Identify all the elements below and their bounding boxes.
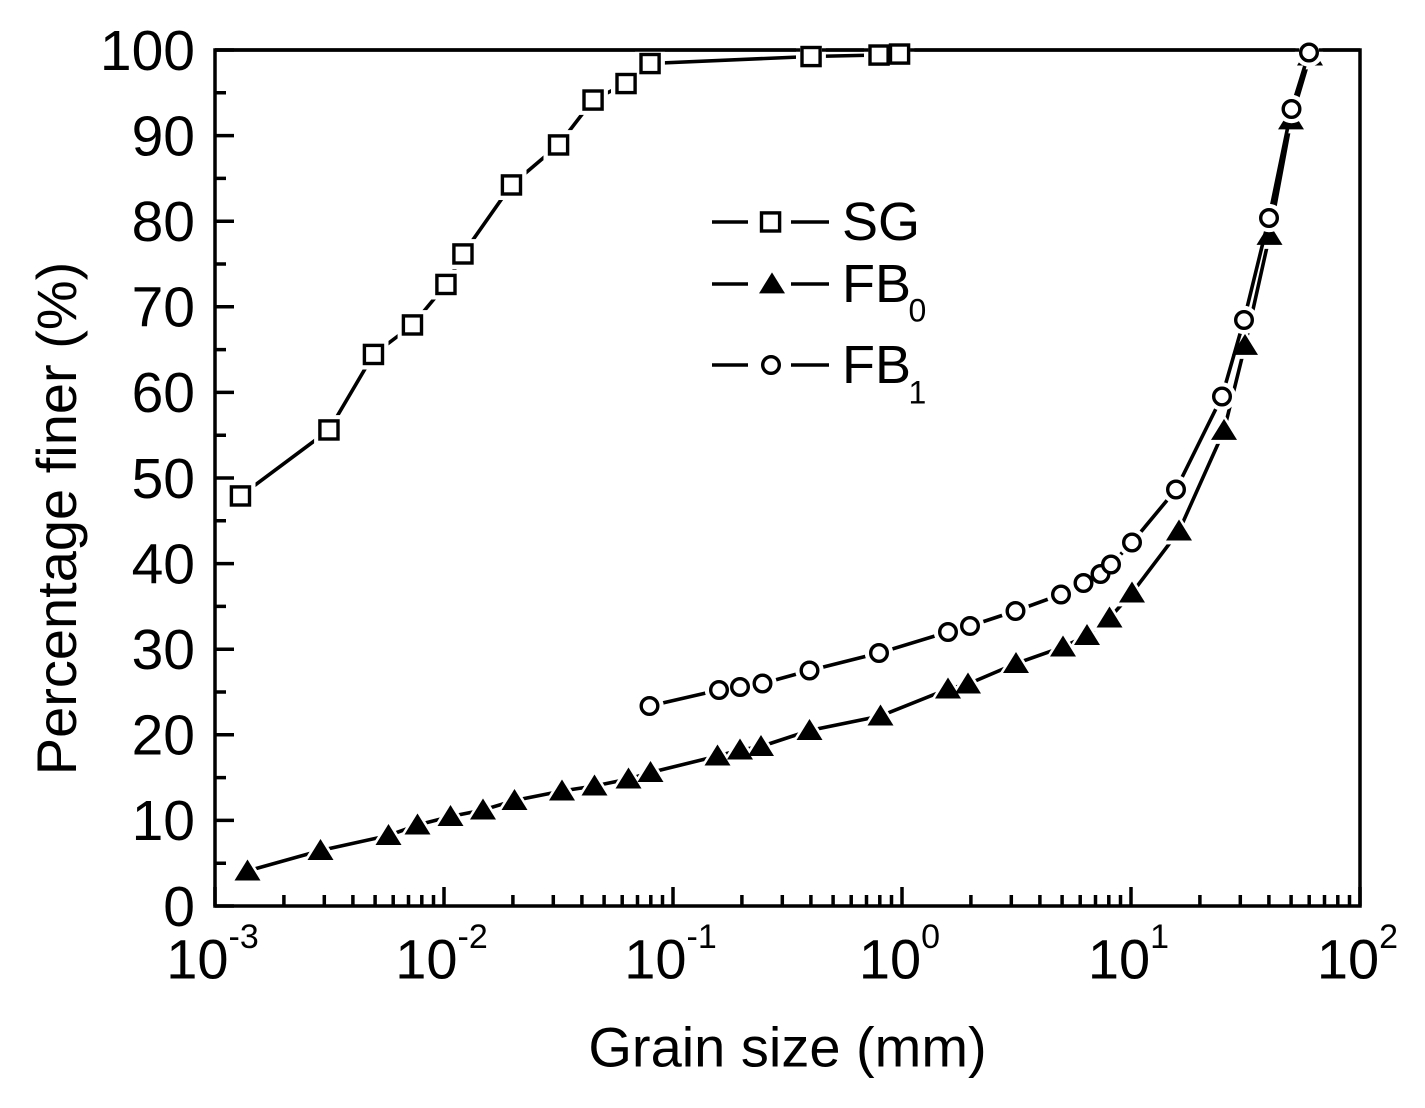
svg-text:90: 90 [132, 104, 195, 168]
svg-text:10: 10 [1088, 928, 1150, 991]
svg-text:10: 10 [132, 789, 195, 853]
svg-text:-1: -1 [687, 918, 717, 956]
svg-text:1: 1 [909, 375, 927, 411]
svg-text:10: 10 [166, 928, 228, 991]
svg-text:-2: -2 [458, 918, 488, 956]
svg-text:0: 0 [163, 875, 195, 939]
svg-text:-3: -3 [229, 918, 259, 956]
svg-text:80: 80 [132, 190, 195, 254]
svg-text:30: 30 [132, 618, 195, 682]
svg-text:10: 10 [395, 928, 457, 991]
svg-text:SG: SG [842, 192, 920, 252]
svg-text:Percentage finer (%): Percentage finer (%) [25, 262, 88, 776]
svg-text:1: 1 [1150, 918, 1169, 956]
svg-text:10: 10 [1317, 928, 1379, 991]
svg-text:Grain size (mm): Grain size (mm) [588, 1016, 986, 1079]
svg-text:40: 40 [132, 532, 195, 596]
svg-text:60: 60 [132, 361, 195, 425]
svg-text:2: 2 [1379, 918, 1398, 956]
svg-text:20: 20 [132, 704, 195, 768]
svg-text:FB: FB [842, 254, 911, 314]
svg-text:10: 10 [859, 928, 921, 991]
svg-text:FB: FB [842, 335, 911, 395]
svg-text:100: 100 [100, 19, 195, 83]
svg-text:0: 0 [909, 293, 927, 329]
svg-text:0: 0 [921, 918, 940, 956]
svg-text:10: 10 [624, 928, 686, 991]
svg-text:50: 50 [132, 447, 195, 511]
svg-text:70: 70 [132, 276, 195, 340]
